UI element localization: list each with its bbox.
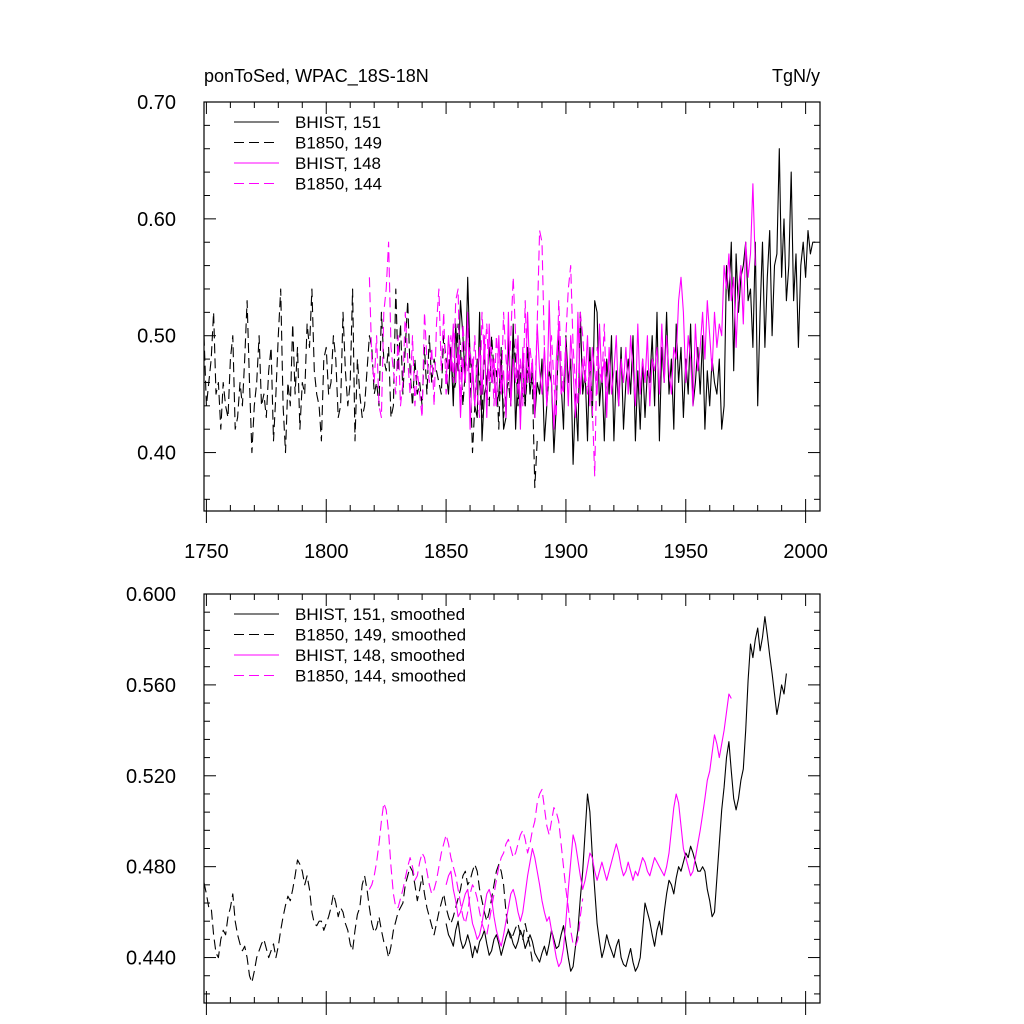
x-tick-label: 1950 bbox=[664, 541, 709, 563]
series-line-2-2 bbox=[203, 859, 536, 984]
series-line-2-3 bbox=[445, 693, 732, 968]
bottom-tick-layer: 0.440 0.480 0.520 0.560 0.600 bbox=[126, 584, 820, 1015]
bottom-plot-frame bbox=[203, 593, 821, 1004]
y-tick-label: 0.480 bbox=[126, 857, 176, 879]
bottom-legend: BHIST, 151, smoothed B1850, 149, smoothed… bbox=[234, 605, 466, 686]
legend-label: BHIST, 148, smoothed bbox=[295, 646, 465, 665]
series-line-2-4 bbox=[368, 788, 584, 947]
bottom-series-layer bbox=[203, 616, 787, 984]
x-tick-label: 2000 bbox=[783, 541, 828, 563]
x-tick-label: 1900 bbox=[544, 541, 589, 563]
y-tick-label: 0.70 bbox=[137, 92, 176, 114]
legend-label: B1850, 149, smoothed bbox=[295, 626, 466, 645]
top-panel-units: TgN/y bbox=[772, 66, 820, 86]
series-line-1-1 bbox=[445, 148, 816, 465]
y-tick-label: 0.440 bbox=[126, 948, 176, 970]
top-plot-frame bbox=[203, 101, 821, 512]
y-tick-label: 0.560 bbox=[126, 675, 176, 697]
y-tick-label: 0.40 bbox=[137, 443, 176, 465]
y-tick-label: 0.50 bbox=[137, 326, 176, 348]
bottom-panel: 0.440 0.480 0.520 0.560 0.600 BHIST, 151, sm… bbox=[126, 584, 821, 1015]
x-tick-label: 1850 bbox=[424, 541, 469, 563]
x-tick-label: 1750 bbox=[184, 541, 229, 563]
series-line-1-3 bbox=[445, 183, 756, 430]
legend-label: BHIST, 151 bbox=[295, 113, 381, 132]
y-tick-label: 0.520 bbox=[126, 766, 176, 788]
top-panel-title: ponToSed, WPAC_18S-18N bbox=[204, 66, 429, 87]
top-panel: ponToSed, WPAC_18S-18N TgN/y 0.40 0.50 0.6… bbox=[137, 66, 828, 563]
legend-label: B1850, 149 bbox=[295, 134, 382, 153]
series-line-1-2 bbox=[203, 288, 538, 489]
y-tick-label: 0.600 bbox=[126, 584, 176, 606]
top-tick-layer: 0.40 0.50 0.60 0.70 1750 1800 1850 1900 1950 2000 bbox=[137, 92, 828, 563]
legend-label: BHIST, 148 bbox=[295, 154, 381, 173]
series-line-2-1 bbox=[445, 616, 787, 972]
legend-label: B1850, 144 bbox=[295, 175, 382, 194]
x-tick-label: 1800 bbox=[304, 541, 349, 563]
series-line-1-4 bbox=[368, 229, 608, 477]
y-tick-label: 0.60 bbox=[137, 209, 176, 231]
top-series-layer bbox=[203, 148, 816, 489]
legend-label: BHIST, 151, smoothed bbox=[295, 605, 465, 624]
legend-label: B1850, 144, smoothed bbox=[295, 667, 466, 686]
